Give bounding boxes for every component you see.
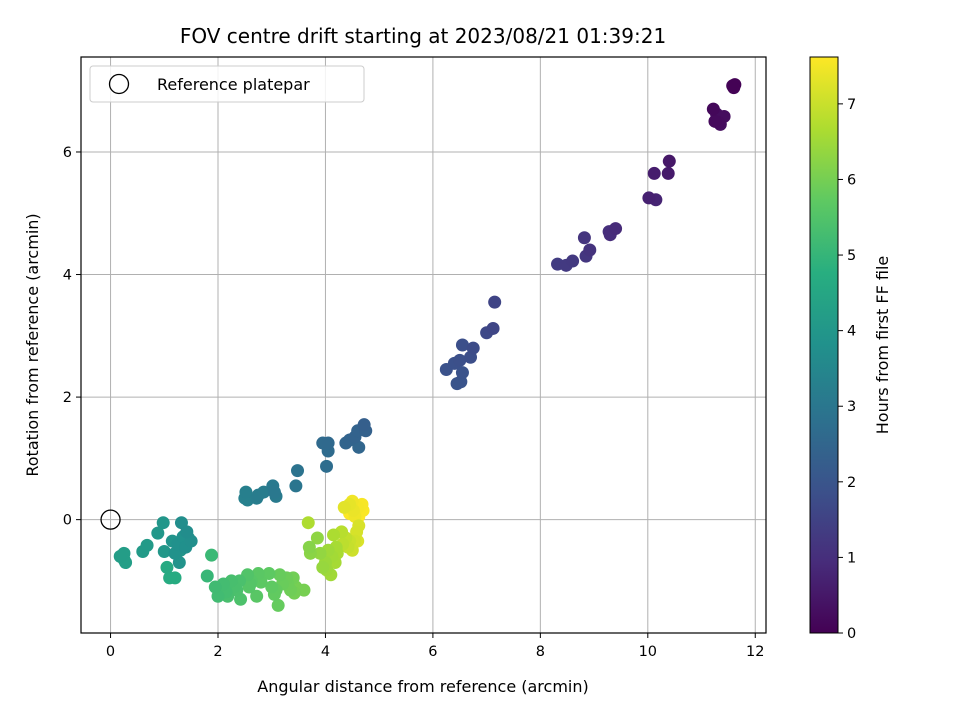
scatter-point (566, 254, 580, 268)
colorbar-tick-label: 2 (847, 475, 856, 491)
scatter-point (662, 154, 676, 168)
legend-box (89, 65, 365, 103)
scatter-point (357, 418, 371, 432)
scatter-point (301, 516, 315, 530)
scatter-point (157, 545, 171, 559)
scatter-point (289, 479, 303, 493)
colorbar-gradient (809, 56, 839, 634)
legend: Reference platepar (89, 65, 365, 103)
scatter-point (239, 485, 253, 499)
scatter-point (313, 546, 327, 560)
scatter-point (455, 338, 469, 352)
scatter-point (352, 440, 366, 454)
scatter-point (450, 377, 464, 391)
x-tick-label: 0 (106, 644, 115, 660)
plot-frame (80, 56, 767, 634)
scatter-point (205, 548, 219, 562)
scatter-point (577, 231, 591, 245)
colorbar-tick-label: 3 (847, 399, 856, 415)
x-axis-ticks: 0 2 4 6 8 10 12 (106, 633, 764, 660)
scatter-point (208, 580, 222, 594)
scatter-point (163, 571, 177, 585)
y-axis-label: Rotation from reference (arcmin) (23, 213, 42, 476)
scatter-point (609, 222, 623, 236)
reference-marker (100, 509, 121, 530)
x-axis-label: Angular distance from reference (arcmin) (257, 677, 588, 696)
scatter-point (200, 569, 214, 583)
scatter-point (661, 166, 675, 180)
y-axis-ticks: 0 2 4 6 (63, 145, 81, 529)
colorbar-tick-label: 4 (847, 324, 856, 340)
grid (81, 57, 766, 633)
scatter-point (708, 114, 722, 128)
scatter-point (291, 464, 305, 478)
scatter-point (327, 528, 341, 542)
x-tick-label: 2 (213, 644, 222, 660)
colorbar-ticks: 0 1 2 3 4 5 6 7 (838, 97, 856, 642)
scatter-point (728, 78, 742, 92)
x-tick-label: 6 (428, 644, 437, 660)
scatter-point (583, 243, 597, 257)
scatter-point (453, 353, 467, 367)
colorbar-tick-label: 7 (847, 97, 856, 113)
scatter-point (486, 321, 500, 335)
colorbar-label: Hours from first FF file (873, 256, 892, 435)
scatter-point (647, 166, 661, 180)
scatter-point (466, 341, 480, 355)
x-tick-label: 10 (639, 644, 657, 660)
scatter-point (250, 589, 264, 603)
scatter-point (117, 546, 131, 560)
scatter-point (642, 191, 656, 205)
scatter-point (257, 485, 271, 499)
colorbar-tick-label: 1 (847, 550, 856, 566)
scatter-point (265, 580, 279, 594)
scatter-point (140, 538, 154, 552)
colorbar-tick-label: 5 (847, 248, 856, 264)
scatter-points (113, 78, 742, 612)
scatter-point (310, 531, 324, 545)
legend-open-circle-icon (108, 73, 130, 95)
x-tick-label: 8 (536, 644, 545, 660)
x-tick-label: 4 (321, 644, 330, 660)
scatter-point (262, 567, 276, 581)
y-tick-label: 0 (63, 513, 72, 529)
scatter-point (320, 459, 334, 473)
colorbar-tick-label: 0 (847, 626, 856, 642)
scatter-point (151, 526, 165, 540)
y-tick-label: 2 (63, 390, 72, 406)
scatter-point (316, 560, 330, 574)
colorbar: 0 1 2 3 4 5 6 7 Hours from first FF file (809, 56, 892, 642)
scatter-point (156, 516, 170, 530)
chart-title: FOV centre drift starting at 2023/08/21 … (180, 24, 666, 48)
scatter-point (488, 295, 502, 309)
scatter-point (273, 568, 287, 582)
scatter-point (321, 436, 335, 450)
scatter-point (271, 598, 285, 612)
legend-entry-label: Reference platepar (157, 75, 310, 94)
scatter-point (302, 540, 316, 554)
scatter-point (337, 500, 351, 514)
x-tick-label: 12 (746, 644, 764, 660)
scatter-point (267, 485, 281, 499)
scatter-point (160, 560, 174, 574)
scatter-point (455, 366, 469, 380)
y-tick-label: 6 (63, 145, 72, 161)
y-tick-label: 4 (63, 268, 72, 284)
colorbar-tick-label: 6 (847, 172, 856, 188)
reference-platepar-point (100, 509, 121, 530)
scatter-point (706, 102, 720, 116)
scatter-point (180, 525, 194, 539)
